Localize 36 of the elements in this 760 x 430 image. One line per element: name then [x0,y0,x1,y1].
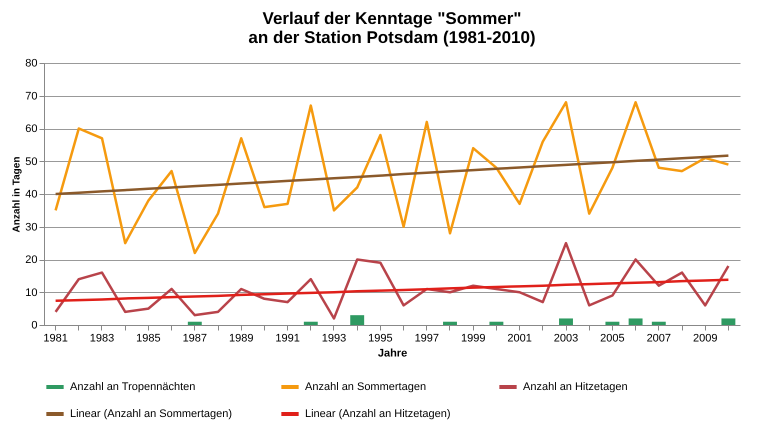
legend-label: Anzahl an Tropennächten [70,381,196,393]
x-tick-label: 2003 [554,332,578,344]
y-tick-label: 40 [25,188,38,200]
legend-label: Linear (Anzahl an Sommertagen) [70,408,232,420]
x-tick-label: 2005 [600,332,625,344]
chart-title: Verlauf der Kenntage "Sommer" an der Station Potsdam (1981-2010) [248,9,536,47]
x-tick-label: 1997 [414,332,440,344]
x-tick-label: 1993 [322,332,346,344]
x-tick-label: 2001 [507,332,532,344]
x-tick-label: 1981 [43,332,68,344]
x-tick-label: 1989 [228,332,254,344]
y-tick-label: 0 [31,320,38,332]
x-axis-title: Jahre [378,348,408,360]
legend-label: Linear (Anzahl an Hitzetagen) [305,408,451,420]
y-axis-title: Anzahl in Tagen [11,156,22,232]
y-tick-label: 10 [25,286,38,299]
legend-label: Anzahl an Hitzetagen [523,381,628,393]
x-tick-label: 1999 [460,332,486,344]
y-tick-label: 80 [25,58,38,70]
x-tick-label: 1991 [275,332,300,344]
y-tick-label: 20 [25,254,38,266]
x-tick-label: 2009 [692,332,718,344]
y-tick-label: 70 [25,90,38,102]
line-series [54,154,730,196]
y-tick-label: 60 [25,123,38,135]
x-tick-label: 1983 [90,332,114,344]
y-tick-label: 50 [25,156,38,168]
x-tick-label: 1995 [368,332,393,344]
line-series [54,278,730,302]
line-series [54,101,730,254]
x-tick-label: 2007 [646,332,672,344]
x-tick-label: 1985 [136,332,161,344]
line-series [54,242,730,320]
legend-label: Anzahl an Sommertagen [305,381,426,393]
y-tick-label: 30 [25,221,38,234]
x-tick-label: 1987 [182,332,208,344]
